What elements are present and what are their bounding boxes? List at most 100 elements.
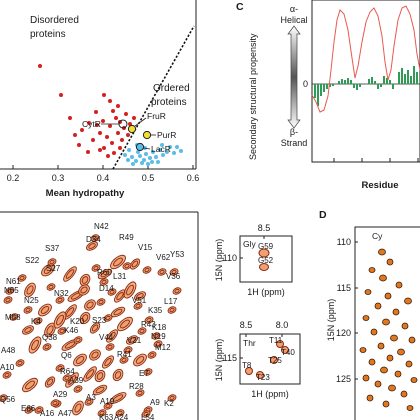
a-xlabel: Mean hydropathy bbox=[46, 188, 125, 199]
c-plot-frame bbox=[311, 0, 420, 163]
hsqc-peak-label: K4 bbox=[31, 317, 41, 326]
frur-label: FruR bbox=[147, 111, 166, 121]
a-xtick: 0.3 bbox=[52, 173, 65, 183]
thr-tag: Thr bbox=[243, 338, 256, 348]
hsqc-peak bbox=[91, 351, 99, 359]
gly-ylabel: 15N (ppm) bbox=[214, 239, 224, 282]
panel-c-letter: C bbox=[236, 1, 244, 13]
hsqc-peak-label: S27 bbox=[46, 264, 61, 273]
hsqc-peak bbox=[5, 297, 11, 303]
hsqc-peak bbox=[126, 284, 134, 296]
hsqc-peak bbox=[144, 267, 150, 273]
hsqc-peak bbox=[31, 339, 39, 351]
inset-thr: Thr T11 T40 T25 T8 T23 8.5 8.0 115 1H (p… bbox=[214, 320, 301, 399]
hsqc-peak-label: K63 bbox=[99, 413, 114, 420]
hsqc-peak-label: N61 bbox=[6, 277, 21, 286]
hsqc-peak-label: N19 bbox=[151, 332, 166, 341]
hsqc-peak-label: V21 bbox=[127, 336, 142, 345]
c-ylabel: Secondary structural propensity bbox=[248, 33, 258, 160]
thr-peak-label: T40 bbox=[281, 348, 295, 357]
panel-d: D Cy 15N (ppm) 110 115 120 125 bbox=[319, 209, 420, 420]
hsqc-peak bbox=[136, 293, 144, 299]
hsqc-peak-label: Q38 bbox=[42, 333, 58, 342]
hsqc-peak-label: A39 bbox=[69, 376, 84, 385]
hsqc-peak bbox=[59, 328, 65, 334]
hsqc-peak bbox=[57, 365, 63, 371]
hsqc-peak bbox=[169, 395, 175, 401]
hsqc-peak bbox=[81, 276, 89, 284]
hsqc-peak bbox=[149, 352, 155, 358]
hsqc-peak bbox=[46, 378, 54, 386]
hsqc-peak-label: S23 bbox=[92, 316, 107, 325]
thr-peak-label: T25 bbox=[268, 356, 282, 365]
thr-xtick-label: 8.0 bbox=[276, 320, 289, 330]
hsqc-peak-label: M12 bbox=[155, 343, 171, 352]
gly-frame bbox=[239, 235, 293, 283]
hsqc-peak bbox=[96, 372, 104, 380]
d-ytick-label: 110 bbox=[337, 237, 351, 247]
hsqc-peak bbox=[124, 263, 130, 269]
hsqc-peak-label: A9 bbox=[150, 398, 160, 407]
hsqc-peak bbox=[120, 319, 130, 329]
hsqc-peak bbox=[169, 307, 175, 313]
hsqc-peak bbox=[105, 315, 111, 321]
hsqc-peak bbox=[113, 257, 123, 267]
hsqc-peak bbox=[143, 411, 149, 417]
hsqc-peak bbox=[109, 289, 115, 295]
inset-gly: Gly G59 G52 8.5 110 1H (ppm) 15N (ppm) bbox=[214, 223, 293, 297]
panel-a-x-ticks bbox=[12, 165, 194, 169]
hsqc-peak bbox=[100, 270, 110, 278]
hsqc-peak bbox=[108, 331, 116, 341]
a-xtick: 0.4 bbox=[97, 173, 110, 183]
hsqc-peak-label: Y53 bbox=[170, 250, 185, 259]
gly-peak-label: G52 bbox=[258, 256, 274, 265]
hsqc-peak bbox=[93, 265, 99, 271]
a-xtick: 0.2 bbox=[7, 173, 20, 183]
hsqc-peak bbox=[137, 390, 143, 396]
disordered-protein-points bbox=[38, 64, 136, 158]
helix-propensity-line bbox=[311, 5, 420, 113]
hsqc-peak-label: L54 bbox=[141, 413, 155, 420]
hsqc-peak bbox=[35, 318, 41, 324]
hsqc-peak bbox=[0, 395, 6, 401]
thr-peak bbox=[276, 340, 284, 348]
hsqc-peak-label: A19 bbox=[100, 397, 115, 406]
hsqc-peak bbox=[107, 344, 113, 350]
hsqc-peak bbox=[65, 307, 75, 317]
thr-peak bbox=[245, 367, 253, 375]
hsqc-peak bbox=[86, 301, 94, 309]
c-xlabel: Residue bbox=[362, 180, 399, 191]
d-plot-frame bbox=[354, 226, 420, 420]
hsqc-peak bbox=[65, 269, 75, 279]
hsqc-peak bbox=[46, 325, 54, 335]
c-strand-label-2: Strand bbox=[281, 138, 308, 148]
hsqc-peak bbox=[57, 297, 63, 303]
hsqc-peak bbox=[105, 403, 111, 409]
panel-d-letter: D bbox=[319, 209, 327, 221]
hsqc-peak-label: K2 bbox=[164, 399, 174, 408]
gly-tag: Gly bbox=[243, 239, 257, 249]
hsqc-peak bbox=[131, 260, 139, 268]
hsqc-peak-label: R41 bbox=[117, 350, 132, 359]
hsqc-peak-label: A29 bbox=[53, 390, 68, 399]
hsqc-peak bbox=[25, 307, 31, 313]
thr-frame bbox=[239, 333, 301, 385]
hsqc-peak bbox=[155, 341, 161, 347]
ordered-label-line1: Ordered bbox=[153, 83, 190, 94]
hsqc-peak-label: N25 bbox=[24, 296, 39, 305]
hsqc-peak bbox=[85, 369, 95, 379]
hsqc-peak bbox=[95, 386, 105, 394]
thr-xlabel: 1H (ppm) bbox=[251, 389, 289, 399]
hsqc-peak bbox=[43, 266, 53, 274]
hsqc-peak-label: V36 bbox=[166, 272, 181, 281]
hsqc-peak-label: L17 bbox=[164, 297, 178, 306]
hsqc-peak bbox=[26, 285, 34, 295]
gly-peak bbox=[259, 263, 269, 271]
hsqc-peak bbox=[128, 337, 136, 343]
hsqc-peak-label: V44 bbox=[99, 333, 114, 342]
gly-peak bbox=[258, 248, 270, 258]
thr-peak bbox=[281, 346, 289, 354]
hsqc-peak bbox=[36, 407, 42, 413]
hsqc-peak-label: M58 bbox=[5, 313, 21, 322]
